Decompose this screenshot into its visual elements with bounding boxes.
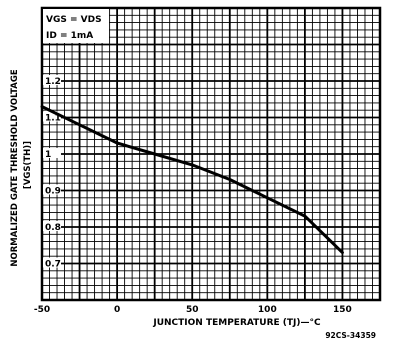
x-tick-label: 0 bbox=[114, 305, 120, 315]
conditions-box bbox=[43, 9, 109, 43]
plot-frame bbox=[40, 6, 382, 302]
x-tick-label: 150 bbox=[333, 305, 352, 315]
x-tick-label: 100 bbox=[258, 305, 277, 315]
y-tick-label: 1.1 bbox=[45, 114, 61, 124]
series-line bbox=[40, 105, 344, 255]
y-tick-labels: 0.7 0.8 0.9 1 1.1 1.2 bbox=[43, 75, 61, 270]
x-tick-label: 50 bbox=[186, 305, 199, 315]
y-tick-label-background bbox=[43, 148, 61, 158]
y-tick-label-background bbox=[43, 257, 61, 268]
y-axis-label: NORMALIZED GATE THRESHOLD VOLTAGE bbox=[10, 69, 20, 266]
x-axis-label: JUNCTION TEMPERATURE (TJ)—°C bbox=[152, 318, 321, 328]
figure-id: 92CS-34359 bbox=[325, 331, 376, 340]
y-axis-sublabel: [VGS(TH)] bbox=[23, 141, 33, 189]
y-tick-label: 1.2 bbox=[45, 77, 61, 87]
y-tick-label-background bbox=[43, 75, 61, 85]
x-tick-labels: -50 0 50 100 150 bbox=[34, 305, 352, 315]
y-tick-label-background bbox=[43, 221, 61, 231]
condition-line-2: ID = 1mA bbox=[46, 31, 93, 41]
x-tick-label: -50 bbox=[34, 305, 50, 315]
condition-line-1: VGS = VDS bbox=[46, 15, 102, 25]
y-tick-label: 1 bbox=[45, 150, 51, 160]
y-tick-label: 0.9 bbox=[45, 187, 61, 197]
y-tick-label: 0.8 bbox=[45, 223, 61, 233]
y-tick-label-background bbox=[43, 184, 61, 195]
y-tick-label-background bbox=[43, 111, 61, 122]
y-tick-label: 0.7 bbox=[45, 260, 61, 270]
y-axis-label-background bbox=[6, 40, 21, 296]
y-axis-sublabel-background bbox=[21, 128, 33, 202]
